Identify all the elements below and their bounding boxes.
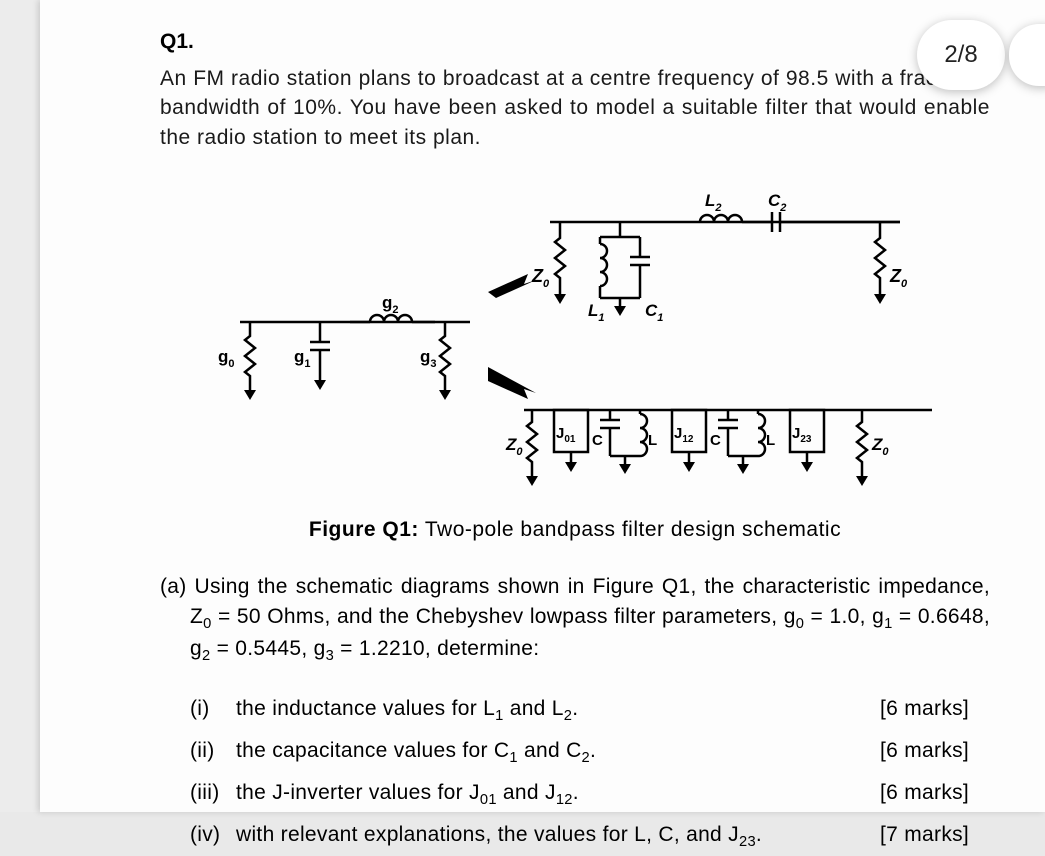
svg-text:J01: J01	[556, 425, 576, 445]
sub-text: the capacitance values for C1 and C2.	[236, 731, 880, 773]
svg-text:C: C	[710, 432, 721, 449]
sub-number: (ii)	[160, 731, 236, 772]
svg-text:C: C	[592, 432, 603, 449]
svg-text:J12: J12	[674, 425, 694, 445]
sub-text: with relevant explanations, the values f…	[236, 815, 880, 856]
sub-marks: [7 marks]	[880, 815, 990, 856]
svg-text:J23: J23	[792, 425, 812, 445]
filter-schematic-svg: g0 g1 g2 g3	[210, 182, 940, 502]
sub-number: (iii)	[160, 773, 236, 814]
figure-caption-label: Figure Q1:	[309, 518, 419, 541]
svg-text:C1: C1	[645, 301, 663, 324]
svg-text:g0: g0	[218, 347, 235, 370]
svg-text:g1: g1	[294, 347, 311, 370]
svg-text:L: L	[766, 432, 775, 449]
figure-caption-text: Two-pole bandpass filter design schemati…	[425, 518, 841, 541]
question-intro: An FM radio station plans to broadcast a…	[160, 64, 990, 152]
sub-marks: [6 marks]	[880, 689, 990, 730]
svg-text:L: L	[648, 432, 657, 449]
part-a-text: (a) Using the schematic diagrams shown i…	[160, 572, 990, 667]
page-indicator[interactable]: 2/8	[917, 20, 1005, 90]
figure-q1: g0 g1 g2 g3	[160, 182, 990, 502]
svg-text:Z0: Z0	[505, 435, 523, 458]
figure-caption: Figure Q1: Two-pole bandpass filter desi…	[160, 518, 990, 542]
svg-text:Z0: Z0	[871, 435, 889, 458]
sub-question: (iv) with relevant explanations, the val…	[160, 815, 990, 856]
svg-text:g2: g2	[382, 293, 399, 316]
scrollbar[interactable]	[1039, 0, 1045, 812]
page-indicator-label: 2/8	[944, 41, 977, 69]
page-gutter	[0, 0, 40, 812]
svg-text:Z0: Z0	[889, 266, 908, 290]
sub-question-list: (i) the inductance values for L1 and L2.…	[160, 689, 990, 856]
svg-text:C2: C2	[768, 191, 786, 214]
sub-question: (ii) the capacitance values for C1 and C…	[160, 731, 990, 773]
sub-text: the J-inverter values for J01 and J12.	[236, 773, 880, 815]
sub-number: (iv)	[160, 815, 236, 856]
document-page: Q1. An FM radio station plans to broadca…	[40, 0, 1045, 812]
svg-text:g3: g3	[420, 347, 437, 370]
sub-question: (i) the inductance values for L1 and L2.…	[160, 689, 990, 731]
sub-marks: [6 marks]	[880, 773, 990, 814]
sub-text: the inductance values for L1 and L2.	[236, 689, 880, 731]
question-number: Q1.	[160, 30, 990, 54]
sub-number: (i)	[160, 689, 236, 730]
sub-question: (iii) the J-inverter values for J01 and …	[160, 773, 990, 815]
svg-text:L1: L1	[588, 301, 605, 324]
svg-text:Z0: Z0	[531, 266, 550, 290]
sub-marks: [6 marks]	[880, 731, 990, 772]
svg-text:L2: L2	[705, 191, 722, 214]
